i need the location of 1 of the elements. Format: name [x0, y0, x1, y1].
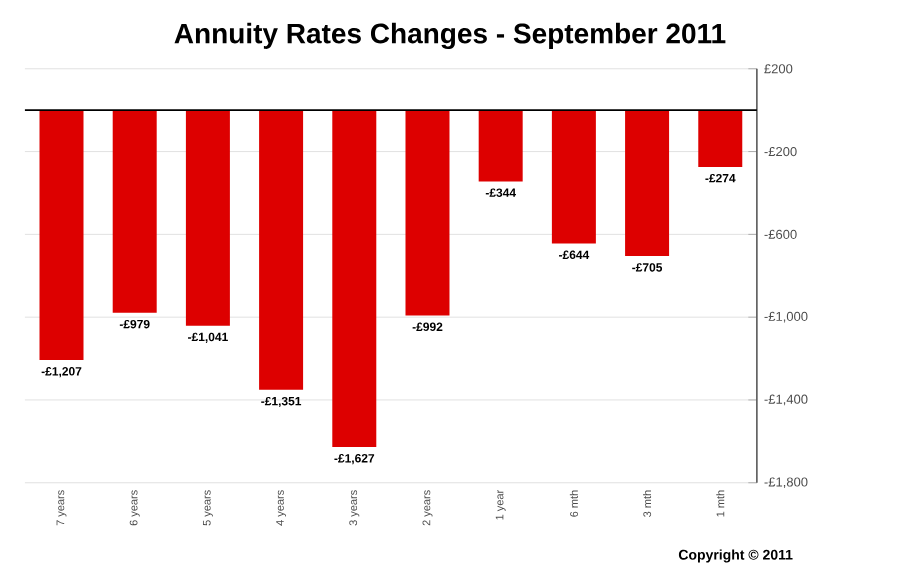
chart-title: Annuity Rates Changes - September 2011 [174, 22, 726, 50]
